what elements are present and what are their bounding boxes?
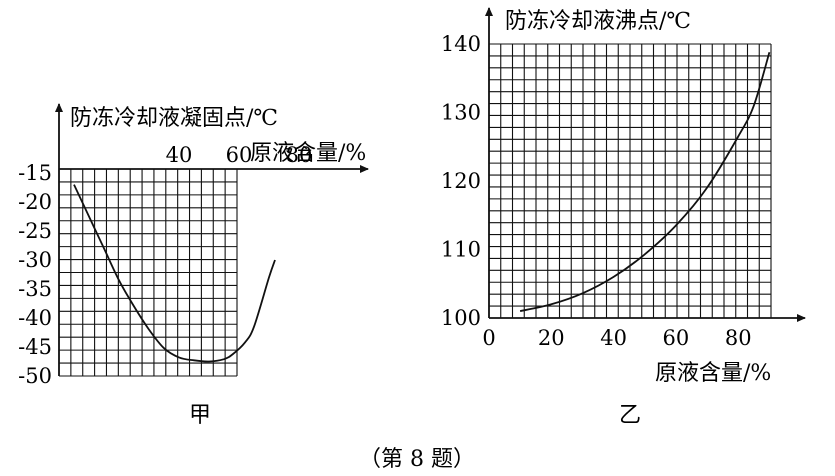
- freezing-point-y-axis-title: 防冻冷却液凝固点/℃: [70, 106, 278, 131]
- freezing-point-x-tick-label: 80: [286, 143, 313, 167]
- boiling-point-x-tick-label: 40: [600, 326, 627, 350]
- freezing-point-y-tick-label: -40: [18, 306, 52, 330]
- freezing-point-x-axis-title: 原液含量/%: [250, 141, 366, 166]
- boiling-point-x-tick-label: 80: [725, 326, 752, 350]
- freezing-point-y-tick-label: -30: [18, 248, 52, 272]
- boiling-point-x-tick-label: 0: [482, 326, 495, 350]
- boiling-point-x-tick-label: 20: [538, 326, 565, 350]
- freezing-point-y-tick-label: -35: [18, 277, 52, 301]
- freezing-point-y-tick-label: -25: [18, 219, 52, 243]
- freezing-point-y-tick-label: -15: [18, 161, 52, 185]
- boiling-point-y-ticks: 100 110 120 130 140: [441, 32, 481, 330]
- figure-caption: （第 8 题）: [359, 447, 475, 472]
- freezing-point-x-ticks: 40 60 80: [166, 143, 313, 167]
- freezing-point-x-tick-label: 60: [226, 143, 253, 167]
- freezing-point-curve: [73, 184, 276, 363]
- boiling-point-x-tick-label: 60: [663, 326, 690, 350]
- boiling-point-y-tick-label: 140: [441, 32, 481, 56]
- boiling-point-y-tick-label: 130: [441, 101, 481, 125]
- boiling-point-y-tick-label: 110: [441, 238, 481, 262]
- boiling-point-y-tick-label: 100: [441, 306, 481, 330]
- freezing-point-grid: [58, 168, 238, 377]
- freezing-point-x-tick-label: 40: [166, 143, 193, 167]
- panel-label-jia: 甲: [189, 403, 211, 428]
- panel-label-yi: 乙: [619, 403, 641, 428]
- boiling-point-y-tick-label: 120: [441, 169, 481, 193]
- freezing-point-y-tick-label: -45: [18, 335, 52, 359]
- boiling-point-curve: [519, 51, 771, 312]
- boiling-point-x-ticks: 0 20 40 60 80: [482, 326, 751, 350]
- freezing-point-y-tick-label: -20: [18, 190, 52, 214]
- freezing-point-y-tick-label: -50: [18, 364, 52, 388]
- boiling-point-grid: [488, 43, 772, 319]
- boiling-point-y-axis-title: 防冻冷却液沸点/℃: [505, 9, 691, 34]
- freezing-point-chart: 防冻冷却液凝固点/℃ 原液含量/% 40 60 80 -15 -20 -25 -30 -35…: [18, 103, 369, 428]
- boiling-point-chart: 防冻冷却液沸点/℃ 原液含量/% 0 20 40 60 80 1001101201301…: [441, 7, 806, 428]
- freezing-point-y-ticks: -15 -20 -25 -30 -35 -40 -45 -50: [18, 161, 52, 388]
- boiling-point-x-axis-title: 原液含量/%: [655, 361, 771, 386]
